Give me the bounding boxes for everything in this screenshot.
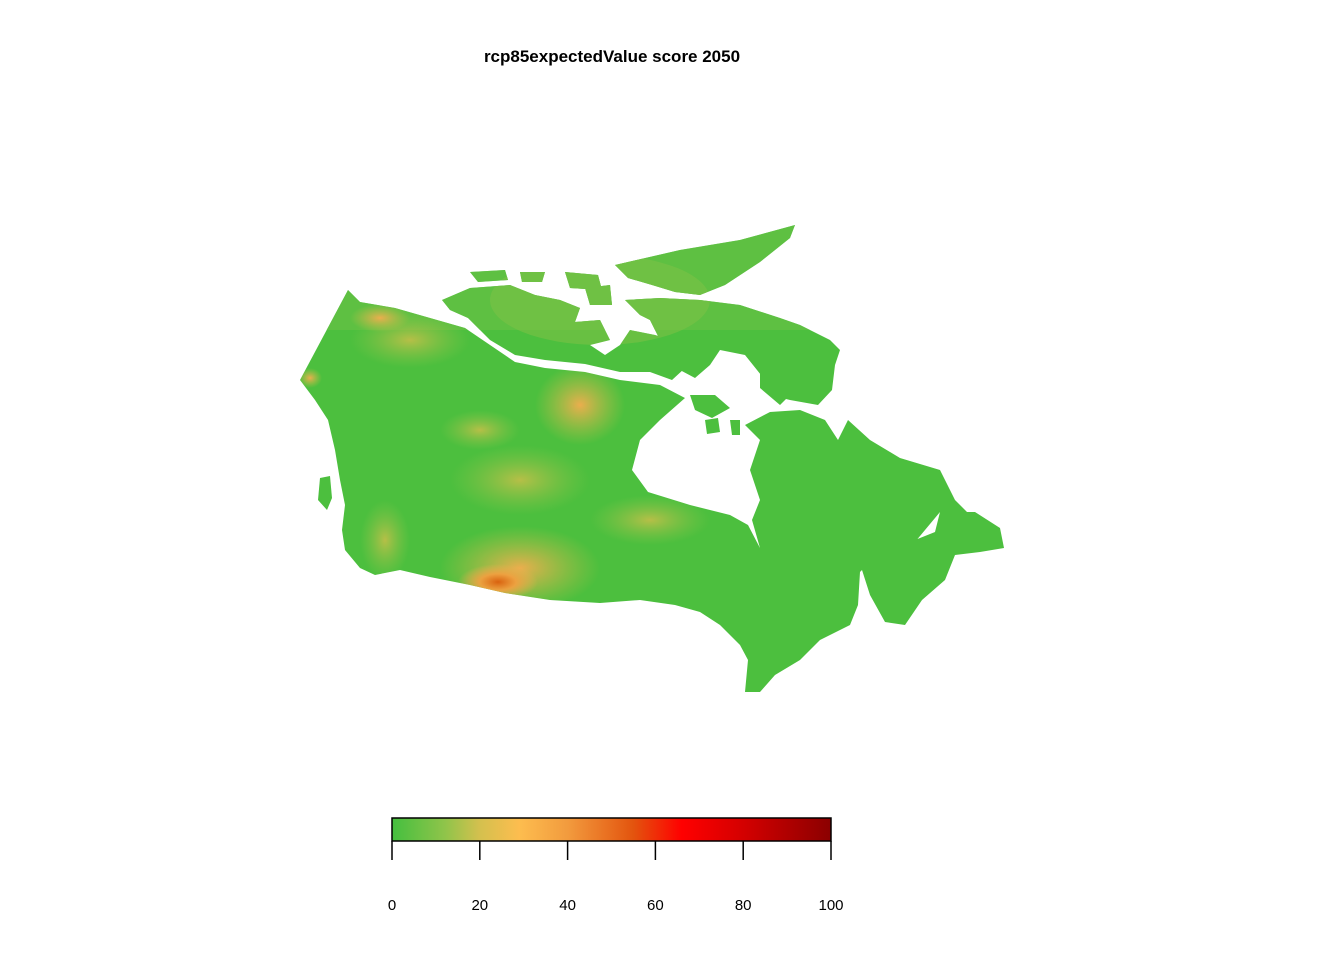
legend-tick-label: 80 [735, 897, 752, 914]
map-hotspot-nwt [440, 410, 520, 450]
legend-tick-label: 100 [818, 897, 843, 914]
map-hotspot-nunavut [535, 365, 625, 445]
map-arctic-shading [490, 255, 710, 345]
map-hotspot-yukon-core [350, 304, 410, 332]
canada-map [300, 225, 1004, 692]
legend-tick-label: 20 [471, 897, 488, 914]
legend-tick-label: 0 [388, 897, 396, 914]
legend-colorbar [391, 817, 832, 842]
map-hotspot-bc [360, 500, 410, 580]
map-hotspot-central [450, 445, 590, 515]
map-hotspot-manitoba [590, 495, 710, 545]
legend-ticks: 0 20 40 60 80 100 [388, 841, 844, 914]
map-hotspot-alaska-edge [300, 368, 322, 388]
legend-tick-label: 60 [647, 897, 664, 914]
map-title: rcp85expectedValue score 2050 [483, 47, 741, 66]
map-hotspot-southwest [458, 564, 538, 600]
legend-tick-label: 40 [559, 897, 576, 914]
color-legend: 0 20 40 60 80 100 [388, 817, 844, 914]
map-base-fill [300, 225, 1004, 692]
